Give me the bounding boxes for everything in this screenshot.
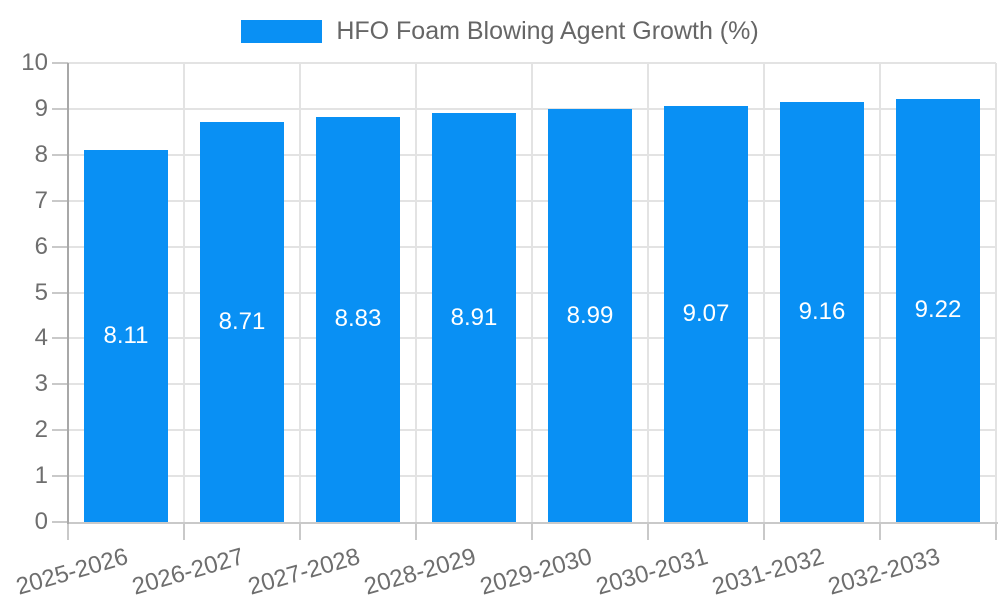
- x-tick: [647, 524, 649, 540]
- x-gridline: [415, 63, 417, 522]
- bar-value-label: 8.83: [334, 305, 382, 333]
- bar-value-label: 8.91: [450, 303, 498, 331]
- x-gridline: [879, 63, 881, 522]
- x-axis-line: [68, 522, 998, 524]
- y-tick: [52, 475, 68, 478]
- y-axis-line: [67, 63, 69, 524]
- y-tick-label: 10: [21, 49, 48, 76]
- x-tick-label: 2028-2029: [361, 543, 480, 600]
- y-tick: [52, 245, 68, 248]
- y-tick: [52, 62, 68, 64]
- x-tick: [183, 524, 185, 540]
- x-gridline: [299, 63, 301, 522]
- x-tick: [995, 524, 997, 540]
- bar: 8.71: [200, 122, 284, 522]
- y-tick: [52, 291, 68, 294]
- y-tick-label: 1: [34, 462, 48, 490]
- bar-value-label: 8.11: [103, 321, 149, 349]
- bar: 8.83: [316, 116, 400, 522]
- x-tick: [531, 524, 533, 540]
- y-tick-label: 6: [34, 232, 48, 260]
- legend-label: HFO Foam Blowing Agent Growth (%): [336, 17, 759, 45]
- legend-swatch: [241, 20, 323, 43]
- y-tick: [52, 199, 68, 202]
- x-tick: [763, 524, 765, 540]
- x-tick-label: 2027-2028: [245, 543, 364, 600]
- bar: 9.16: [780, 101, 864, 522]
- y-tick-label: 7: [34, 186, 48, 214]
- bar: 8.91: [432, 113, 516, 522]
- x-gridline: [763, 63, 765, 522]
- y-tick: [52, 107, 68, 110]
- x-tick: [67, 524, 69, 540]
- bar-value-label: 9.07: [682, 299, 730, 327]
- bar-value-label: 9.16: [798, 297, 846, 325]
- bar-value-label: 8.71: [218, 308, 266, 336]
- chart-legend[interactable]: HFO Foam Blowing Agent Growth (%): [0, 17, 1000, 46]
- x-gridline: [531, 63, 533, 522]
- x-tick-label: 2029-2030: [477, 543, 596, 600]
- x-tick-label: 2031-2032: [709, 543, 828, 600]
- bar-value-label: 8.99: [566, 301, 614, 329]
- y-tick-label: 9: [34, 94, 48, 122]
- bar: 9.07: [664, 105, 748, 522]
- bar-value-label: 9.22: [914, 296, 962, 324]
- bar: 8.11: [84, 149, 168, 522]
- y-tick-label: 5: [34, 278, 48, 306]
- bar: 9.22: [896, 98, 980, 522]
- bar: 8.99: [548, 109, 632, 522]
- y-tick-label: 4: [34, 324, 48, 352]
- x-tick-label: 2025-2026: [13, 543, 132, 600]
- x-tick-label: 2032-2033: [825, 543, 944, 600]
- y-tick: [52, 429, 68, 432]
- y-tick: [52, 383, 68, 386]
- x-gridline: [647, 63, 649, 522]
- x-tick-label: 2026-2027: [129, 543, 248, 600]
- y-tick: [52, 337, 68, 340]
- y-tick-label: 8: [34, 140, 48, 168]
- x-gridline: [183, 63, 185, 522]
- y-tick: [52, 153, 68, 156]
- x-tick: [415, 524, 417, 540]
- x-tick: [879, 524, 881, 540]
- y-tick-label: 0: [34, 508, 48, 535]
- x-gridline: [995, 63, 997, 522]
- y-tick-label: 3: [34, 370, 48, 398]
- x-tick: [299, 524, 301, 540]
- x-tick-label: 2030-2031: [593, 543, 712, 600]
- y-tick: [52, 521, 68, 523]
- y-tick-label: 2: [34, 416, 48, 444]
